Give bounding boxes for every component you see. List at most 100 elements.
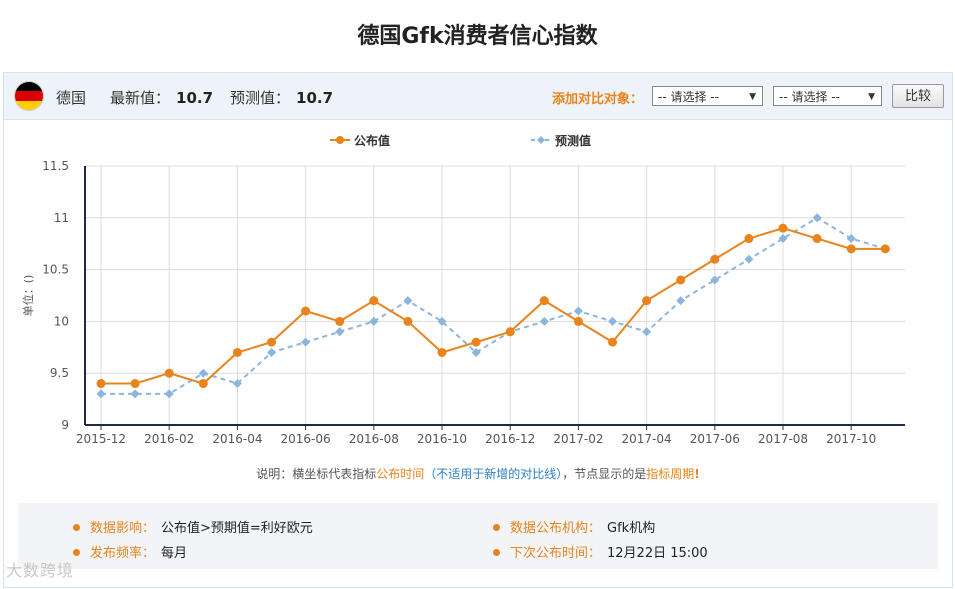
data-point-forecast	[676, 296, 686, 306]
data-point-published	[471, 337, 481, 347]
data-point-forecast	[642, 327, 652, 337]
x-tick-label: 2016-02	[144, 432, 194, 446]
x-tick-label: 2017-06	[690, 432, 740, 446]
x-tick-label: 2015-12	[76, 432, 126, 446]
bullet-icon	[73, 549, 80, 556]
flag-stripe-bottom	[15, 100, 43, 110]
data-point-published	[369, 296, 379, 306]
data-point-published	[573, 316, 583, 326]
latest-value-group: 最新值： 10.7	[110, 87, 213, 108]
legend-label-1: 预测值	[555, 133, 591, 148]
x-tick-label: 2016-06	[281, 432, 331, 446]
data-point-forecast	[437, 316, 447, 326]
note-text-2: 公布时间	[376, 467, 425, 481]
country-name: 德国	[56, 89, 87, 107]
data-point-forecast	[301, 337, 311, 347]
x-tick-label: 2017-10	[826, 432, 876, 446]
legend-label-0: 公布值	[354, 133, 390, 148]
data-point-forecast	[573, 306, 583, 316]
dropdown-arrow-icon: ▼	[868, 92, 875, 102]
info-agency: 数据公布机构： Gfk机构	[493, 517, 655, 536]
y-tick-label: 9.5	[50, 366, 69, 380]
y-tick-label: 10.5	[42, 263, 69, 277]
data-point-published	[267, 337, 276, 347]
bullet-icon	[493, 524, 500, 531]
data-point-published	[403, 316, 413, 326]
x-tick-label: 2016-04	[212, 432, 262, 446]
data-point-published	[676, 275, 686, 285]
compare-label: 添加对比对象：	[552, 92, 644, 107]
latest-value: 10.7	[176, 89, 214, 107]
data-point-published	[198, 379, 208, 389]
legend-marker-0	[336, 136, 344, 144]
germany-flag-icon	[15, 82, 43, 110]
impact-value: 公布值>预期值=利好欧元	[161, 521, 313, 536]
data-point-published	[608, 337, 617, 347]
compare-select-2-value: -- 请选择 --	[779, 90, 840, 104]
data-point-forecast	[539, 316, 549, 326]
header-bar: 德国 最新值： 10.7 预测值： 10.7 添加对比对象： -- 请选择 -- ▼ …	[4, 73, 952, 120]
data-point-published	[96, 379, 106, 389]
data-point-published	[335, 316, 345, 326]
data-point-forecast	[812, 213, 822, 223]
data-point-forecast	[130, 389, 140, 399]
line-chart: 11.5 11 10.5 10 9.5 9 2015-12 2016-02 2016-04 201…	[21, 133, 905, 446]
note-text-3: （不适用于新增的对比线）	[424, 467, 563, 481]
frequency-value: 每月	[161, 546, 188, 561]
data-point-published	[301, 306, 311, 316]
next-release-label: 下次公布时间：	[510, 546, 602, 561]
data-point-published	[164, 368, 174, 378]
x-tick-label: 2017-04	[622, 432, 672, 446]
data-point-forecast	[96, 389, 106, 399]
data-point-forecast	[710, 275, 720, 285]
info-impact: 数据影响： 公布值>预期值=利好欧元	[73, 517, 313, 536]
data-point-forecast	[267, 347, 276, 357]
data-point-published	[880, 244, 890, 254]
data-point-forecast	[335, 327, 345, 337]
x-tick-label: 2017-02	[553, 432, 603, 446]
data-point-published	[812, 234, 822, 244]
compare-select-1-value: -- 请选择 --	[658, 90, 719, 104]
forecast-value: 10.7	[296, 89, 334, 107]
data-point-published	[642, 296, 652, 306]
data-point-forecast	[164, 389, 174, 399]
dropdown-arrow-icon: ▼	[749, 92, 756, 102]
indicator-panel: 德国 最新值： 10.7 预测值： 10.7 添加对比对象： -- 请选择 -- ▼ …	[3, 72, 953, 588]
flag-stripe-middle	[15, 91, 43, 101]
frequency-label: 发布频率：	[90, 546, 156, 561]
y-tick-label: 9	[61, 418, 69, 432]
y-tick-label: 10	[54, 314, 69, 328]
x-tick-label: 2016-10	[417, 432, 467, 446]
impact-label: 数据影响：	[90, 521, 156, 536]
note-text-6: !	[694, 467, 700, 481]
data-point-forecast	[846, 234, 856, 244]
note-text-4: ，节点显示的是	[562, 467, 647, 481]
data-point-published	[846, 244, 856, 254]
compare-select-1[interactable]: -- 请选择 -- ▼	[652, 86, 763, 106]
data-point-forecast	[232, 379, 242, 389]
latest-label: 最新值：	[110, 89, 171, 107]
compare-select-2[interactable]: -- 请选择 -- ▼	[773, 86, 882, 106]
info-box: 数据影响： 公布值>预期值=利好欧元 数据公布机构： Gfk机构 发布频率： 每月 下…	[18, 503, 938, 569]
data-point-forecast	[198, 368, 208, 378]
data-point-forecast	[608, 316, 617, 326]
agency-label: 数据公布机构：	[510, 521, 602, 536]
x-tick-label: 2016-08	[349, 432, 399, 446]
y-tick-label: 11	[54, 211, 69, 225]
series-line-1	[101, 216, 886, 395]
info-frequency: 发布频率： 每月	[73, 542, 187, 561]
note-text-5: 指标周期	[646, 467, 695, 481]
data-point-published	[710, 254, 720, 264]
data-point-forecast	[369, 316, 379, 326]
next-release-value: 12月22日 15:00	[607, 546, 708, 561]
data-point-published	[437, 347, 447, 357]
bullet-icon	[493, 549, 500, 556]
note-text-1: 说明：横坐标代表指标	[256, 467, 377, 481]
bullet-icon	[73, 524, 80, 531]
data-point-published	[505, 327, 515, 337]
data-point-forecast	[778, 234, 788, 244]
data-point-published	[130, 379, 140, 389]
forecast-value-group: 预测值： 10.7	[230, 87, 333, 108]
forecast-label: 预测值：	[230, 89, 291, 107]
compare-button[interactable]: 比较	[892, 84, 944, 108]
